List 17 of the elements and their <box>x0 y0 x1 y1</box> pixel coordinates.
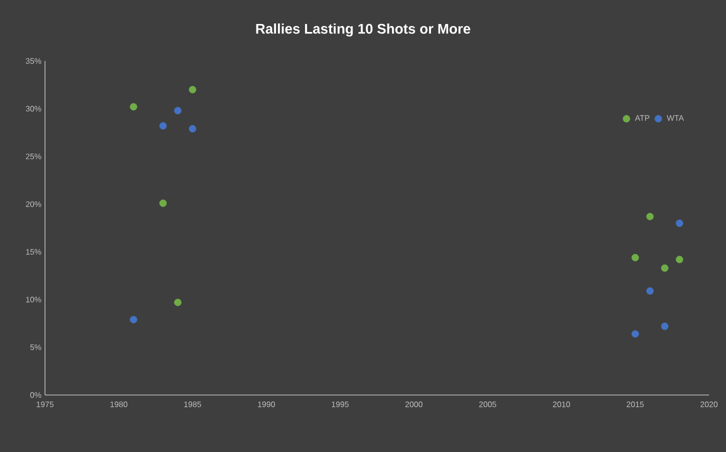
point <box>188 86 196 94</box>
point <box>646 287 654 295</box>
point <box>676 220 684 227</box>
point <box>130 316 138 324</box>
point <box>159 200 167 207</box>
point <box>661 322 668 330</box>
point <box>632 254 639 262</box>
point <box>188 125 196 132</box>
point <box>130 103 138 110</box>
point <box>676 256 684 264</box>
point <box>174 298 182 306</box>
point <box>159 122 167 130</box>
point <box>661 264 668 272</box>
chart-title: Rallies Lasting 10 Shots or More <box>256 23 470 37</box>
point <box>174 106 182 114</box>
point <box>632 330 639 338</box>
point <box>646 212 654 220</box>
